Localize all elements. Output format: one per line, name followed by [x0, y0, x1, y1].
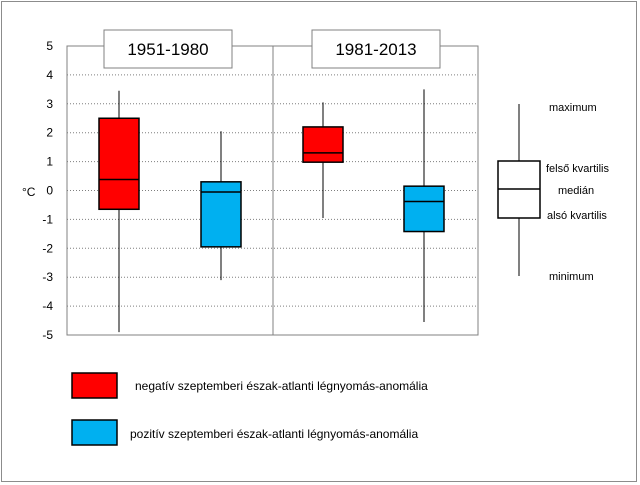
- box-positive-1: [200, 131, 242, 281]
- panel-title: 1951-1980: [127, 40, 208, 59]
- y-tick-label: -2: [42, 241, 53, 255]
- box-positive-2: [403, 89, 445, 322]
- y-tick-label: 3: [46, 97, 53, 111]
- boxes: [98, 89, 445, 333]
- legend: negatív szeptemberi észak-atlanti légnyo…: [71, 372, 428, 446]
- key-label-lower-quartile: alsó kvartilis: [547, 210, 607, 222]
- key-label-median: medián: [558, 185, 594, 197]
- boxplot-key: maximum felső kvartilis medián alsó kvar…: [497, 102, 609, 283]
- y-axis-label: °C: [22, 185, 36, 199]
- box-body: [403, 185, 445, 233]
- panel-title: 1981-2013: [335, 40, 416, 59]
- key-label-upper-quartile: felső kvartilis: [546, 163, 609, 175]
- key-label-minimum: minimum: [549, 271, 594, 283]
- y-tick-label: 1: [46, 155, 53, 169]
- legend-label-positive: pozitív szeptemberi észak-atlanti légnyo…: [130, 427, 418, 441]
- panel-title-box: [103, 29, 233, 69]
- y-tick-label: 4: [46, 68, 53, 82]
- y-tick-label: 0: [46, 184, 53, 198]
- legend-swatch-positive: [71, 419, 118, 446]
- y-tick-label: -4: [42, 299, 53, 313]
- box-body: [98, 117, 140, 211]
- legend-swatch-negative: [71, 372, 118, 399]
- box-negative-2: [302, 102, 344, 218]
- y-axis-ticks: 5 4 3 2 1 0 -1 -2 -3 -4 -5: [42, 39, 53, 342]
- box-negative-1: [98, 90, 140, 333]
- plot-area: [66, 45, 479, 336]
- y-tick-label: -5: [42, 328, 53, 342]
- y-tick-label: -3: [42, 270, 53, 284]
- box-body: [302, 126, 344, 163]
- y-tick-label: 2: [46, 126, 53, 140]
- panel-title-box: [311, 29, 441, 69]
- panel-titles: 1951-1980 1981-2013: [103, 29, 441, 69]
- y-tick-label: -1: [42, 212, 53, 226]
- key-label-maximum: maximum: [549, 102, 597, 114]
- y-tick-label: 5: [46, 39, 53, 53]
- legend-label-negative: negatív szeptemberi észak-atlanti légnyo…: [135, 379, 428, 393]
